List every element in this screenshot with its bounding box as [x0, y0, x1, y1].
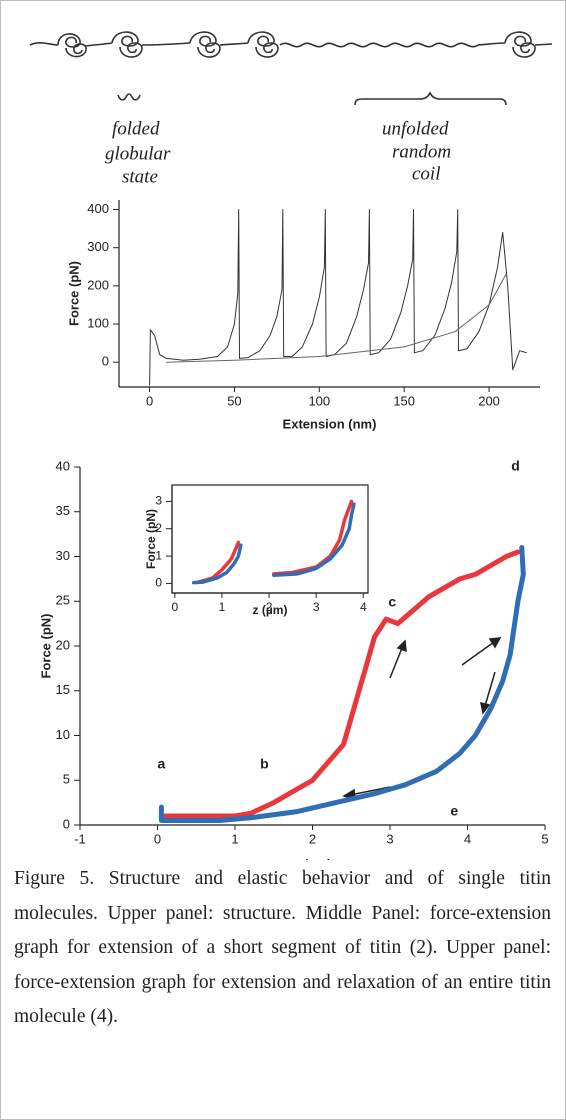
x-tick-label: 100	[308, 393, 330, 408]
x-tick-label: 5	[541, 831, 548, 846]
sketch-label: globular	[105, 143, 171, 164]
data-line	[166, 273, 507, 363]
data-line	[158, 545, 526, 823]
point-label: e	[450, 803, 458, 819]
x-tick-label: 4	[464, 831, 471, 846]
x-tick-label: 3	[386, 831, 393, 846]
x-tick-label: 200	[478, 393, 500, 408]
x-tick-label: 3	[313, 600, 320, 614]
data-line	[191, 502, 356, 585]
y-tick-label: 400	[87, 201, 109, 216]
sketch-label: coil	[412, 163, 441, 184]
data-line	[162, 549, 521, 819]
x-axis-title: z (µm)	[294, 856, 332, 860]
x-tick-label: 4	[360, 600, 367, 614]
x-tick-label: 150	[393, 393, 415, 408]
y-tick-label: 3	[155, 494, 162, 508]
y-tick-label: 10	[56, 727, 70, 742]
y-tick-label: 25	[56, 593, 70, 608]
figure: folded globular state unfolded random co…	[29, 31, 553, 860]
y-tick-label: 35	[56, 503, 70, 518]
sketch-label: state	[122, 166, 158, 187]
x-axis-title: Extension (nm)	[283, 416, 377, 431]
x-tick-label: 0	[154, 831, 161, 846]
y-tick-label: 5	[63, 772, 70, 787]
x-tick-label: 1	[231, 831, 238, 846]
x-tick-label: 2	[266, 600, 273, 614]
point-label: a	[157, 756, 165, 772]
y-tick-label: 40	[56, 458, 70, 473]
y-axis-title: Force (pN)	[66, 261, 81, 326]
point-label: b	[260, 756, 269, 772]
x-tick-label: -1	[74, 831, 86, 846]
x-tick-label: 0	[171, 600, 178, 614]
y-tick-label: 200	[87, 277, 109, 292]
figure-caption: Figure 5. Structure and elastic behavior…	[14, 868, 551, 1027]
y-tick-label: 2	[155, 521, 162, 535]
y-tick-label: 30	[56, 548, 70, 563]
point-label: c	[388, 594, 396, 610]
sketch-label: random	[392, 141, 451, 162]
y-tick-label: 100	[87, 315, 109, 330]
sketch-label: folded	[112, 118, 160, 139]
x-tick-label: 0	[146, 393, 153, 408]
data-line	[149, 209, 527, 386]
point-label: d	[511, 458, 520, 474]
y-tick-label: 1	[155, 548, 162, 562]
y-tick-label: 20	[56, 637, 70, 652]
inset-frame	[171, 484, 369, 594]
y-tick-label: 0	[155, 576, 162, 590]
x-tick-label: 1	[219, 600, 226, 614]
y-axis-title: Force (pN)	[38, 614, 53, 679]
y-tick-label: 0	[63, 816, 70, 831]
x-tick-label: 50	[227, 393, 241, 408]
x-axis-title: z (µm)	[253, 603, 288, 617]
x-tick-label: 2	[309, 831, 316, 846]
sketch	[29, 31, 553, 106]
sketch-label: unfolded	[382, 118, 449, 139]
y-tick-label: 15	[56, 682, 70, 697]
y-tick-label: 0	[102, 354, 109, 369]
y-axis-title: Force (pN)	[144, 509, 158, 569]
y-tick-label: 300	[87, 239, 109, 254]
